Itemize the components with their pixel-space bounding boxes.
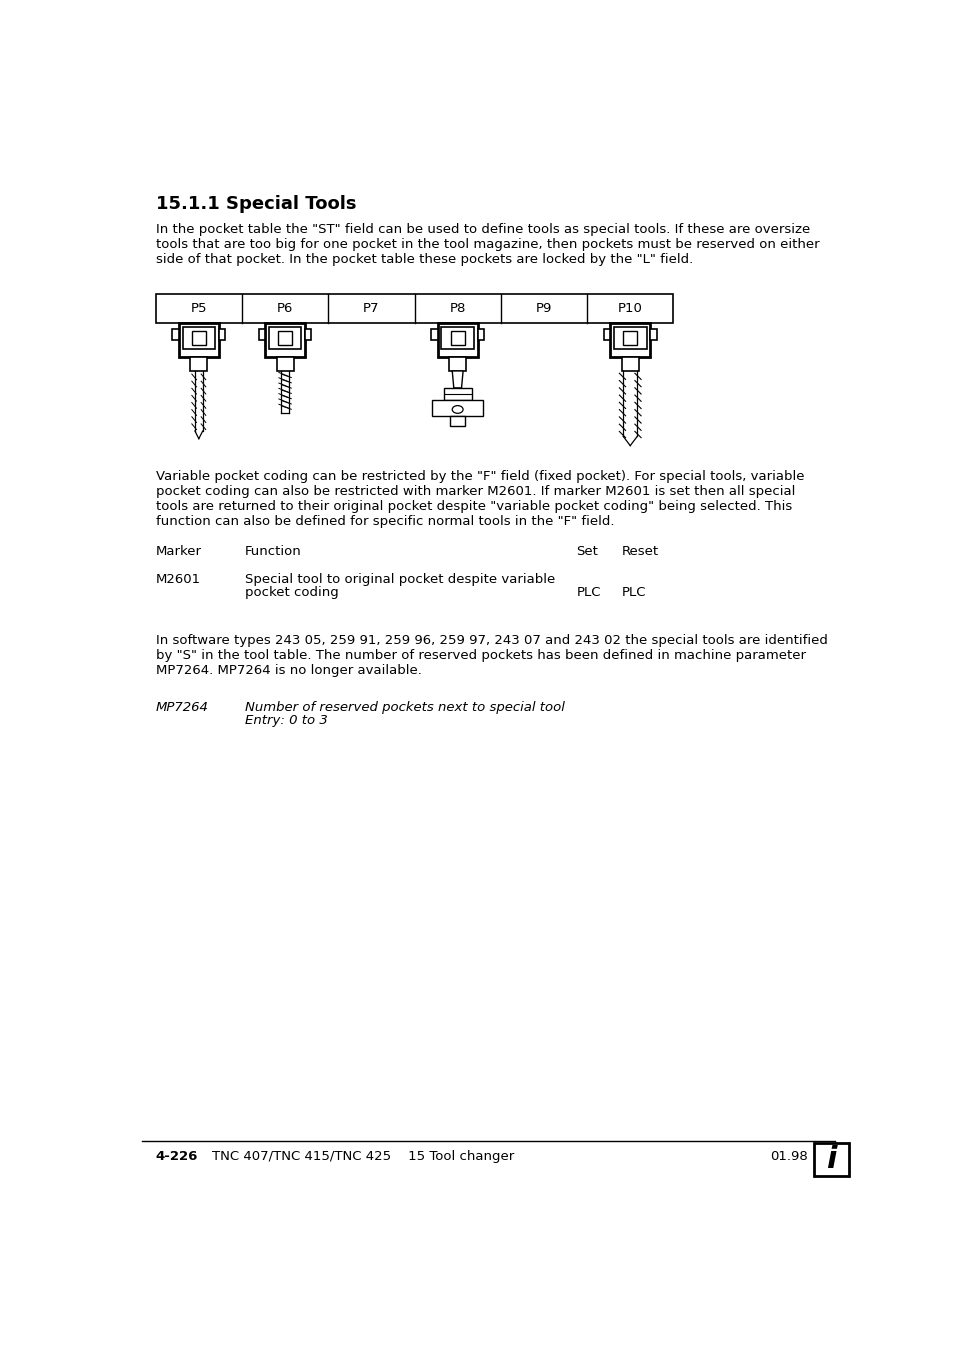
Text: PLC: PLC	[576, 586, 600, 599]
Bar	[178, 323, 219, 357]
Bar	[621, 357, 639, 371]
Bar	[182, 327, 214, 349]
Bar	[265, 323, 305, 357]
Bar	[441, 327, 474, 349]
Bar	[172, 330, 178, 341]
Bar	[450, 416, 465, 427]
Bar	[305, 330, 311, 341]
Bar	[192, 331, 206, 345]
Bar	[219, 330, 225, 341]
Text: Marker: Marker	[155, 545, 201, 559]
Bar	[443, 388, 471, 400]
Bar	[258, 330, 265, 341]
Bar	[190, 357, 207, 371]
Bar	[622, 331, 637, 345]
Text: P5: P5	[191, 302, 207, 315]
Bar	[449, 357, 466, 371]
Text: 15.1.1 Special Tools: 15.1.1 Special Tools	[155, 195, 355, 213]
Bar	[432, 400, 482, 416]
Text: Entry: 0 to 3: Entry: 0 to 3	[245, 713, 327, 727]
Bar	[437, 323, 477, 357]
Text: 4-226: 4-226	[155, 1151, 198, 1163]
Bar	[431, 330, 437, 341]
Text: Reset: Reset	[620, 545, 658, 559]
Text: P8: P8	[449, 302, 465, 315]
Text: MP7264: MP7264	[155, 700, 209, 713]
Text: P7: P7	[363, 302, 379, 315]
Bar	[450, 331, 464, 345]
Bar	[155, 293, 673, 323]
Text: P6: P6	[276, 302, 293, 315]
Polygon shape	[452, 371, 462, 388]
Text: M2601: M2601	[155, 572, 200, 586]
Bar	[610, 323, 650, 357]
Text: i: i	[825, 1145, 836, 1174]
Bar	[814, 1143, 847, 1176]
Bar	[650, 330, 656, 341]
Bar	[603, 330, 610, 341]
Text: Function: Function	[245, 545, 301, 559]
Text: Variable pocket coding can be restricted by the "F" field (fixed pocket). For sp: Variable pocket coding can be restricted…	[155, 470, 803, 528]
Text: PLC: PLC	[620, 586, 645, 599]
Text: Set: Set	[576, 545, 598, 559]
Text: P10: P10	[618, 302, 642, 315]
Text: P9: P9	[536, 302, 552, 315]
Text: In software types 243 05, 259 91, 259 96, 259 97, 243 07 and 243 02 the special : In software types 243 05, 259 91, 259 96…	[155, 634, 826, 677]
Ellipse shape	[452, 405, 462, 413]
Text: In the pocket table the "ST" field can be used to define tools as special tools.: In the pocket table the "ST" field can b…	[155, 223, 819, 267]
Text: 01.98: 01.98	[769, 1151, 807, 1163]
Bar	[276, 357, 294, 371]
Text: pocket coding: pocket coding	[245, 586, 338, 599]
Text: TNC 407/TNC 415/TNC 425    15 Tool changer: TNC 407/TNC 415/TNC 425 15 Tool changer	[212, 1151, 514, 1163]
Bar	[278, 331, 292, 345]
Bar	[614, 327, 646, 349]
Text: Number of reserved pockets next to special tool: Number of reserved pockets next to speci…	[245, 700, 564, 713]
Bar	[477, 330, 483, 341]
Text: Special tool to original pocket despite variable: Special tool to original pocket despite …	[245, 572, 555, 586]
Bar	[269, 327, 301, 349]
